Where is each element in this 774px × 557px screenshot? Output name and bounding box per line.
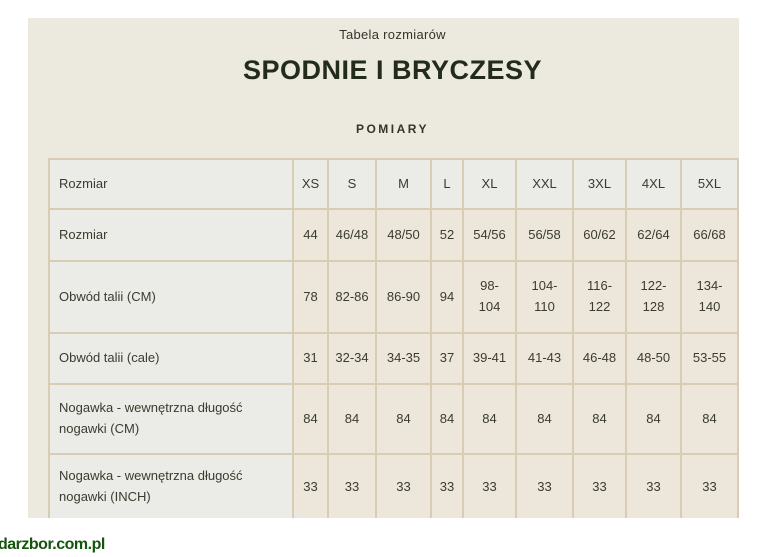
value-cell: 84 (462, 383, 517, 455)
value-cell: 33 (375, 453, 432, 518)
value-cell: 33 (680, 453, 739, 518)
column-header-cell: XS (292, 158, 329, 210)
column-header-cell: M (375, 158, 432, 210)
header-row: Rozmiar XS S M L XL XXL 3XL 4XL 5XL (48, 158, 739, 210)
value-cell: 98-104 (462, 260, 517, 334)
value-cell: 104-110 (515, 260, 574, 334)
value-cell: 33 (515, 453, 574, 518)
table-row: Rozmiar 44 46/48 48/50 52 54/56 56/58 60/62 62/6… (48, 208, 739, 262)
value-cell: 84 (430, 383, 464, 455)
value-cell: 86-90 (375, 260, 432, 334)
value-cell: 33 (462, 453, 517, 518)
value-cell: 33 (572, 453, 627, 518)
value-cell: 78 (292, 260, 329, 334)
value-cell: 33 (430, 453, 464, 518)
corner-header-cell: Rozmiar (48, 158, 294, 210)
table-row: Obwód talii (cale) 31 32-34 34-35 37 39-41 41-… (48, 332, 739, 385)
value-cell: 134-140 (680, 260, 739, 334)
value-cell: 116-122 (572, 260, 627, 334)
column-header-cell: 4XL (625, 158, 682, 210)
value-cell: 46/48 (327, 208, 377, 262)
chart-header: Tabela rozmiarów SPODNIE I BRYCZESY POMI… (48, 18, 737, 136)
value-cell: 39-41 (462, 332, 517, 385)
table-row: Nogawka - wewnętrzna długość nogawki (CM… (48, 383, 739, 455)
value-cell: 53-55 (680, 332, 739, 385)
value-cell: 84 (327, 383, 377, 455)
value-cell: 84 (375, 383, 432, 455)
row-label-cell: Obwód talii (CM) (48, 260, 294, 334)
value-cell: 94 (430, 260, 464, 334)
column-header-cell: 3XL (572, 158, 627, 210)
value-cell: 33 (292, 453, 329, 518)
value-cell: 56/58 (515, 208, 574, 262)
row-label-cell: Rozmiar (48, 208, 294, 262)
table-row: Obwód talii (CM) 78 82-86 86-90 94 98-104 104-… (48, 260, 739, 334)
section-heading-pomiary: POMIARY (355, 122, 430, 136)
column-header-cell: XXL (515, 158, 574, 210)
value-cell: 37 (430, 332, 464, 385)
value-cell: 60/62 (572, 208, 627, 262)
value-cell: 66/68 (680, 208, 739, 262)
value-cell: 31 (292, 332, 329, 385)
row-label-cell: Nogawka - wewnętrzna długość nogawki (CM… (48, 383, 294, 455)
value-cell: 84 (515, 383, 574, 455)
column-header-cell: XL (462, 158, 517, 210)
row-label-cell: Nogawka - wewnętrzna długość nogawki (IN… (48, 453, 294, 518)
value-cell: 84 (625, 383, 682, 455)
value-cell: 46-48 (572, 332, 627, 385)
value-cell: 122-128 (625, 260, 682, 334)
value-cell: 44 (292, 208, 329, 262)
value-cell: 33 (625, 453, 682, 518)
page-title: SPODNIE I BRYCZESY (242, 55, 543, 85)
value-cell: 84 (292, 383, 329, 455)
value-cell: 52 (430, 208, 464, 262)
size-chart-panel: Tabela rozmiarów SPODNIE I BRYCZESY POMI… (28, 18, 739, 518)
table-body: Rozmiar 44 46/48 48/50 52 54/56 56/58 60/62 62/6… (48, 208, 739, 518)
value-cell: 54/56 (462, 208, 517, 262)
value-cell: 41-43 (515, 332, 574, 385)
value-cell: 48/50 (375, 208, 432, 262)
chart-subtitle: Tabela rozmiarów (339, 27, 446, 42)
size-table: Rozmiar XS S M L XL XXL 3XL 4XL 5XL Rozmiar 44 46/4… (48, 158, 739, 518)
value-cell: 84 (572, 383, 627, 455)
column-header-cell: L (430, 158, 464, 210)
value-cell: 34-35 (375, 332, 432, 385)
value-cell: 32-34 (327, 332, 377, 385)
row-label-cell: Obwód talii (cale) (48, 332, 294, 385)
value-cell: 48-50 (625, 332, 682, 385)
column-header-cell: 5XL (680, 158, 739, 210)
value-cell: 33 (327, 453, 377, 518)
column-header-cell: S (327, 158, 377, 210)
watermark: darzbor.com.pl (0, 536, 105, 553)
value-cell: 62/64 (625, 208, 682, 262)
table-row: Nogawka - wewnętrzna długość nogawki (IN… (48, 453, 739, 518)
value-cell: 84 (680, 383, 739, 455)
value-cell: 82-86 (327, 260, 377, 334)
